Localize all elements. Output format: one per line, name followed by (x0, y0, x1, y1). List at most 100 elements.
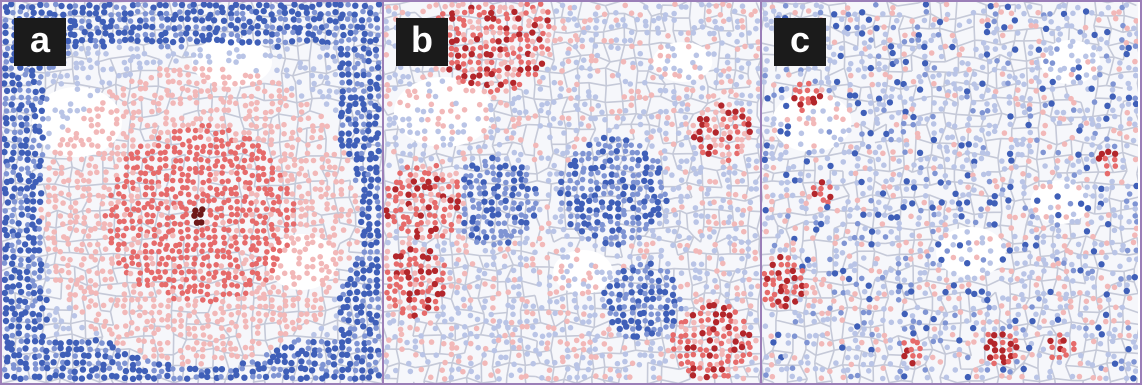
network-node (150, 261, 156, 267)
network-node (312, 212, 318, 218)
network-node (128, 212, 134, 218)
network-node (254, 156, 260, 162)
network-node (46, 116, 52, 122)
network-node (306, 115, 312, 121)
network-node (488, 89, 494, 95)
network-node (60, 200, 66, 206)
network-node (254, 261, 260, 267)
network-node (219, 138, 225, 144)
network-node (728, 205, 734, 211)
network-node (256, 2, 262, 8)
network-node (546, 310, 552, 316)
network-node (547, 283, 553, 289)
network-node (455, 64, 461, 70)
network-node (250, 316, 256, 322)
network-node (454, 290, 460, 296)
network-node (95, 88, 101, 94)
network-node (686, 130, 692, 136)
network-node (525, 165, 531, 171)
network-node (73, 135, 79, 141)
network-node (1040, 52, 1046, 58)
network-node (81, 116, 87, 122)
network-node (16, 298, 22, 304)
network-node (537, 150, 543, 156)
network-node (610, 184, 616, 190)
network-node (344, 51, 350, 57)
network-node (930, 114, 936, 120)
network-node (24, 206, 30, 212)
network-node (109, 359, 115, 365)
network-node (746, 277, 752, 283)
network-node (539, 61, 545, 67)
network-node (635, 89, 641, 95)
network-node (33, 89, 39, 95)
network-node (587, 360, 593, 366)
network-node (157, 38, 163, 44)
network-node (806, 81, 812, 87)
network-node (1029, 67, 1035, 73)
network-node (398, 158, 404, 164)
network-node (566, 116, 572, 122)
network-node (29, 72, 35, 78)
network-node (120, 340, 126, 346)
network-node (173, 58, 179, 64)
network-node (440, 78, 446, 84)
network-node (15, 232, 21, 238)
network-node (545, 46, 551, 52)
network-node (346, 212, 352, 218)
network-node (628, 282, 634, 288)
network-node (901, 121, 907, 127)
network-node (677, 243, 683, 249)
network-node (376, 334, 382, 340)
network-node (37, 199, 43, 205)
network-node (242, 198, 248, 204)
network-node (270, 170, 276, 176)
network-node (79, 157, 85, 163)
network-node (144, 212, 150, 218)
network-node (713, 354, 719, 360)
network-node (296, 79, 302, 85)
network-node (783, 3, 789, 9)
network-node (407, 152, 413, 158)
network-node (74, 65, 80, 71)
network-node (741, 171, 747, 177)
network-node (814, 88, 820, 94)
network-node (283, 103, 289, 109)
network-node (8, 101, 14, 107)
network-node (333, 278, 339, 284)
network-node (700, 200, 706, 206)
network-node (166, 298, 172, 304)
network-node (1071, 100, 1077, 106)
network-node (333, 107, 339, 113)
network-node (630, 297, 636, 303)
network-node (170, 366, 176, 372)
network-node (24, 338, 30, 344)
network-node (171, 278, 177, 284)
network-node (398, 262, 404, 268)
network-node (199, 227, 205, 233)
network-node (360, 275, 366, 281)
network-node (72, 43, 78, 49)
network-node (59, 318, 65, 324)
network-node (211, 274, 217, 280)
network-node (233, 275, 239, 281)
network-node (257, 304, 263, 310)
network-node (434, 163, 440, 169)
network-node (1092, 75, 1098, 81)
network-node (650, 228, 656, 234)
network-node (290, 303, 296, 309)
network-node (648, 134, 654, 140)
network-node (393, 208, 399, 214)
network-node (620, 177, 626, 183)
network-node (418, 212, 424, 218)
network-node (482, 190, 488, 196)
network-node (85, 51, 91, 57)
network-node (834, 79, 840, 85)
network-node (47, 375, 53, 381)
network-node (725, 177, 731, 183)
network-node (1110, 87, 1116, 93)
network-node (275, 194, 281, 200)
network-node (368, 31, 374, 37)
network-node (846, 67, 852, 73)
